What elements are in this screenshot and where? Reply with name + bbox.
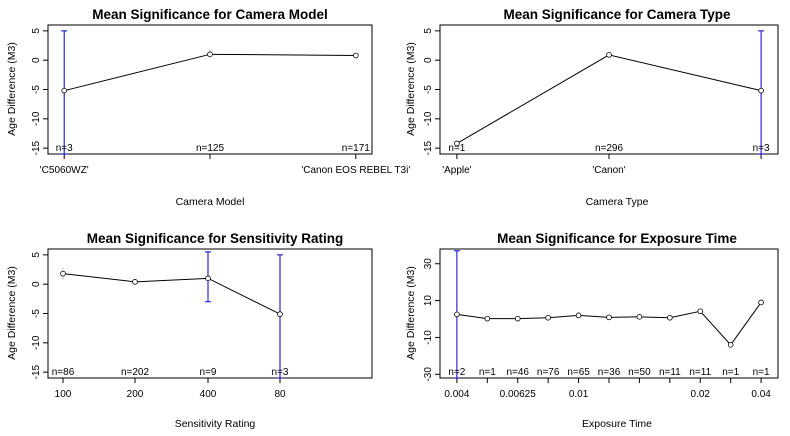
n-label: n=50 — [628, 367, 651, 378]
plot-frame — [439, 24, 779, 155]
n-label: n=86 — [52, 367, 75, 378]
n-label: n=11 — [659, 367, 681, 378]
y-tick-label: -5 — [423, 85, 434, 94]
x-tick-label: 0.00625 — [500, 389, 537, 400]
x-axis-label: Camera Model — [176, 196, 245, 208]
x-tick-label: 0.004 — [444, 389, 469, 400]
x-tick-label: 80 — [274, 389, 286, 400]
data-point — [484, 315, 491, 322]
y-tick-label: 5 — [423, 28, 434, 34]
data-point — [667, 314, 673, 321]
x-tick-label: 400 — [200, 389, 217, 400]
x-axis-label: Exposure Time — [582, 418, 652, 430]
data-point — [545, 314, 551, 321]
data-point — [514, 315, 521, 322]
x-tick-label: 0.01 — [569, 389, 589, 400]
y-axis-label: Age Difference (M3) — [6, 42, 18, 136]
data-point — [758, 299, 764, 306]
data-point — [205, 275, 211, 282]
x-axis-label: Camera Type — [586, 196, 649, 208]
y-tick-label: 30 — [423, 258, 434, 270]
n-label: n=1 — [448, 143, 465, 154]
data-point — [697, 308, 704, 315]
series-line — [64, 53, 356, 92]
plot-frame — [47, 248, 373, 379]
data-point — [727, 342, 734, 348]
plot-frame — [439, 248, 779, 379]
series-line — [456, 302, 762, 346]
n-label: n=11 — [689, 367, 711, 378]
y-tick-label: 10 — [423, 295, 434, 307]
n-label: n=3 — [272, 367, 289, 378]
panel-sensitivity-rating: Mean Significance for Sensitivity Rating… — [6, 231, 373, 430]
data-point — [606, 314, 612, 321]
n-label: n=3 — [56, 143, 73, 154]
data-point — [454, 140, 460, 147]
panel-exposure-time: Mean Significance for Exposure Time Expo… — [405, 231, 779, 430]
x-tick-label: 'C5060WZ' — [40, 165, 89, 176]
data-point — [207, 51, 213, 58]
x-tick-label: 0.04 — [751, 389, 771, 400]
panel-camera-type: Mean Significance for Camera Type Camera… — [405, 7, 779, 208]
data-point — [636, 314, 643, 320]
y-tick-label: 5 — [31, 252, 42, 258]
data-point — [758, 87, 764, 94]
n-label: n=76 — [537, 367, 560, 378]
y-tick-label: -15 — [31, 140, 42, 155]
chart-title: Mean Significance for Exposure Time — [497, 231, 737, 246]
y-tick-label: -10 — [31, 111, 42, 126]
series-line — [62, 273, 281, 315]
n-label: n=3 — [753, 143, 770, 154]
n-label: n=2 — [448, 367, 465, 378]
n-label: n=296 — [595, 143, 624, 154]
n-label: n=1 — [722, 367, 739, 378]
x-axis-label: Sensitivity Rating — [175, 418, 256, 430]
y-axis-label: Age Difference (M3) — [405, 266, 417, 360]
n-label: n=171 — [342, 143, 371, 154]
y-tick-label: -15 — [423, 140, 434, 155]
data-point — [352, 52, 359, 59]
y-tick-label: -30 — [423, 367, 434, 382]
x-tick-label: 0.02 — [691, 389, 711, 400]
x-tick-label: 200 — [127, 389, 144, 400]
n-label: n=9 — [200, 367, 217, 378]
n-label: n=202 — [121, 367, 150, 378]
n-label: n=46 — [506, 367, 529, 378]
chart-title: Mean Significance for Camera Type — [503, 7, 731, 22]
y-tick-label: -10 — [423, 111, 434, 126]
y-axis-label: Age Difference (M3) — [405, 42, 417, 136]
x-tick-label: 100 — [55, 389, 72, 400]
data-point — [277, 311, 283, 317]
y-tick-label: 0 — [31, 57, 42, 63]
y-tick-label: 0 — [31, 281, 42, 287]
y-axis-label: Age Difference (M3) — [6, 266, 18, 360]
y-tick-label: -15 — [31, 364, 42, 379]
data-point — [132, 279, 138, 285]
x-tick-label: 'Apple' — [442, 165, 471, 176]
series-line — [456, 54, 762, 144]
x-tick-label: 'Canon EOS REBEL T3i' — [301, 165, 410, 176]
chart-title: Mean Significance for Camera Model — [92, 7, 328, 22]
chart-title: Mean Significance for Sensitivity Rating — [87, 231, 344, 246]
data-point — [575, 312, 582, 319]
y-tick-label: 5 — [31, 28, 42, 34]
y-tick-label: 0 — [423, 57, 434, 63]
n-label: n=1 — [753, 367, 770, 378]
data-point — [454, 311, 460, 318]
y-tick-label: -10 — [423, 330, 434, 345]
n-label: n=125 — [196, 143, 225, 154]
data-point — [60, 270, 66, 277]
y-tick-label: -10 — [31, 335, 42, 350]
n-label: n=36 — [598, 367, 621, 378]
n-label: n=1 — [479, 367, 496, 378]
plot-frame — [47, 24, 373, 155]
data-point — [61, 87, 67, 94]
n-label: n=65 — [567, 367, 590, 378]
panel-camera-model: Mean Significance for Camera Model Camer… — [6, 7, 410, 208]
y-tick-label: -5 — [31, 85, 42, 94]
y-tick-label: -5 — [31, 309, 42, 318]
data-point — [606, 52, 612, 58]
x-tick-label: 'Canon' — [592, 165, 625, 176]
